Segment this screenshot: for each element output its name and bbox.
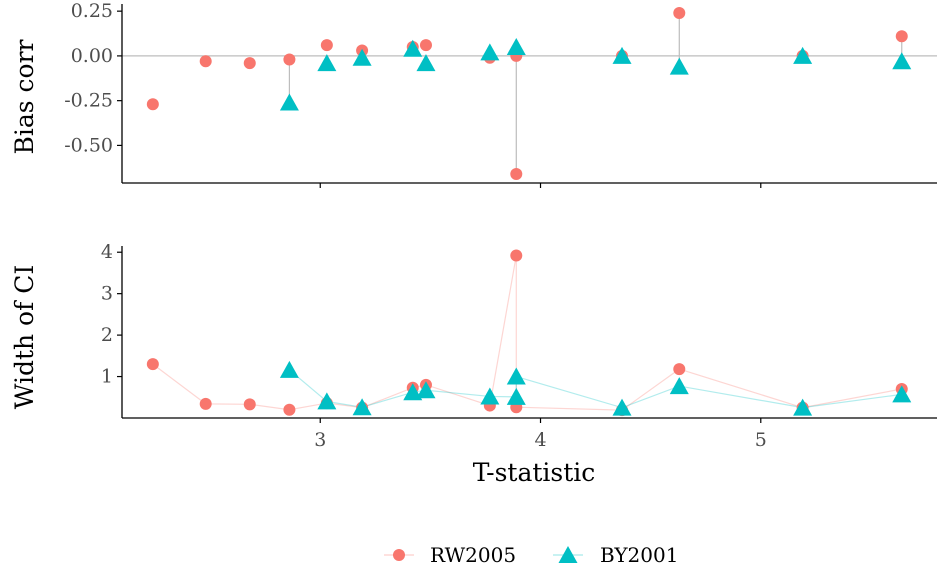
ci-point-by2001-3 — [403, 383, 423, 401]
bias-point-by2001-6 — [506, 37, 526, 55]
ci-point-by2001-2 — [352, 398, 372, 416]
ci-y-tick-label-4: 4 — [101, 241, 113, 263]
ci-point-by2001-0 — [279, 360, 299, 378]
bias-y-tick-label-0-25: 0.25 — [71, 0, 113, 22]
bias-point-rw2005-7 — [419, 39, 432, 52]
ci-point-rw2005-3 — [283, 403, 296, 416]
ci-x-tick-label-4: 4 — [534, 429, 546, 451]
bias-point-rw2005-1 — [199, 55, 212, 68]
bias-point-by2001-5 — [480, 43, 500, 61]
bias-point-by2001-0 — [279, 93, 299, 111]
bias-point-by2001-4 — [416, 54, 436, 72]
ci-point-by2001-7 — [506, 367, 526, 385]
legend-label-rw2005: RW2005 — [430, 543, 516, 567]
legend: RW2005 BY2001 — [384, 543, 678, 567]
ci-x-tick-label-3: 3 — [314, 429, 326, 451]
ci-point-by2001-5 — [480, 387, 500, 405]
ci-series-line-rw2005 — [152, 255, 902, 411]
ci-x-tick-label-5: 5 — [755, 429, 767, 451]
bias-y-tick-label--0-5: -0.50 — [64, 134, 113, 156]
legend-item-rw2005: RW2005 — [384, 543, 516, 567]
ci-point-by2001-10 — [793, 398, 813, 416]
y-axis-title-width-of-ci: Width of CI — [10, 265, 39, 410]
bias-point-rw2005-3 — [283, 53, 296, 66]
ci-point-rw2005-1 — [199, 397, 212, 410]
bias-point-by2001-8 — [669, 57, 689, 75]
ci-point-rw2005-12 — [673, 363, 686, 376]
ci-point-by2001-9 — [669, 377, 689, 395]
bias-point-rw2005-4 — [320, 39, 333, 52]
bias-y-tick-label--0-25: -0.25 — [64, 90, 113, 112]
ci-point-by2001-8 — [612, 398, 632, 416]
ci-y-tick-label-1: 1 — [101, 366, 113, 388]
ci-point-by2001-4 — [416, 381, 436, 399]
bias-point-by2001-1 — [317, 54, 337, 72]
legend-item-by2001: BY2001 — [553, 543, 678, 567]
ci-point-by2001-1 — [317, 392, 337, 410]
legend-key-rw2005 — [393, 549, 405, 561]
bias-point-rw2005-0 — [146, 98, 159, 111]
bias-point-rw2005-10 — [510, 168, 523, 181]
ci-series-line-by2001 — [289, 369, 902, 409]
panel-width-of-ci: 1 2 3 4 3 4 5 — [101, 241, 937, 451]
bias-point-by2001-7 — [612, 46, 632, 64]
legend-label-by2001: BY2001 — [600, 543, 678, 567]
ci-point-rw2005-0 — [146, 358, 159, 371]
bias-point-by2001-10 — [892, 52, 912, 70]
bias-point-rw2005-14 — [895, 30, 908, 43]
x-axis-title: T-statistic — [473, 458, 596, 487]
bias-point-rw2005-12 — [673, 6, 686, 19]
y-axis-title-bias-corr: Bias corr — [10, 39, 39, 154]
panel-bias-corr: -0.50 -0.25 0.00 0.25 — [64, 0, 937, 188]
ci-point-by2001-6 — [506, 387, 526, 405]
legend-key-by2001 — [558, 546, 578, 563]
bias-point-by2001-9 — [793, 46, 813, 64]
bias-y-tick-label-0: 0.00 — [71, 45, 113, 67]
ci-point-rw2005-2 — [243, 398, 256, 411]
ci-point-by2001-11 — [892, 385, 912, 403]
ci-y-tick-label-3: 3 — [101, 283, 113, 305]
bias-point-by2001-3 — [403, 39, 423, 57]
bias-point-rw2005-2 — [243, 57, 256, 70]
ci-y-tick-label-2: 2 — [101, 324, 113, 346]
ci-point-rw2005-9 — [510, 249, 523, 262]
bias-point-by2001-2 — [352, 48, 372, 66]
